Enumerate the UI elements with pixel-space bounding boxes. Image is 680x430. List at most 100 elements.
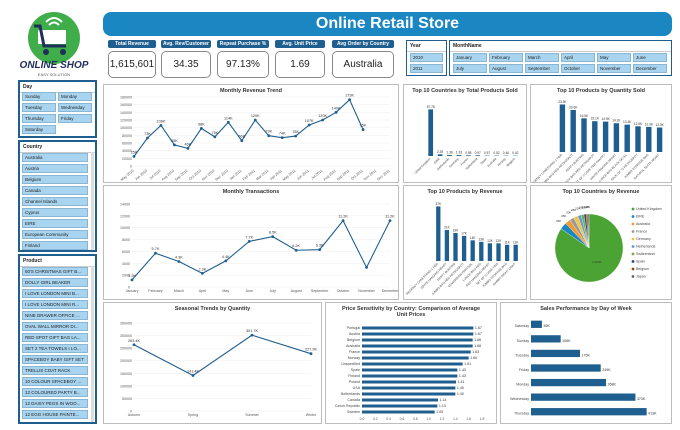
category-label: Spain: [480, 157, 488, 165]
product-item[interactable]: 12 COLOURED PARTY B...: [22, 388, 88, 397]
month-april[interactable]: April: [561, 53, 595, 62]
x-tick-label: Spring: [188, 413, 198, 417]
data-label: 76K: [211, 131, 218, 135]
x-tick-label: Dec 2010: [215, 169, 229, 182]
country-item[interactable]: Canada: [22, 186, 88, 195]
kpi-value: 1.69: [275, 51, 325, 78]
legend-label: Switzerland: [636, 252, 655, 256]
product-item[interactable]: 10 COLOUR SPACEBOY ...: [22, 377, 88, 386]
kpi-avg-unit-price: Avg. Unit Price 1.69: [275, 40, 325, 80]
bar: [570, 109, 576, 152]
x-tick-label: Winter: [306, 413, 317, 417]
product-slicer: Product 50'S CHRISTMAS GIFT B... DOLLY G…: [18, 254, 97, 424]
y-tick-label: 4000: [122, 262, 130, 266]
product-item[interactable]: TRELLIS COAT RACK: [22, 366, 88, 375]
month-may[interactable]: May: [597, 53, 631, 62]
y-tick-label: 40000: [122, 149, 132, 153]
month-january[interactable]: January: [453, 53, 487, 62]
bar: [362, 386, 456, 390]
kpi-value: 97.13%: [217, 51, 269, 78]
x-tick-label: Mar 2011: [255, 169, 269, 182]
month-december[interactable]: December: [633, 64, 667, 73]
data-label: 46K: [185, 142, 192, 146]
bar: [362, 392, 456, 396]
month-march[interactable]: March: [525, 53, 559, 62]
product-item[interactable]: I LOVE LONDON MINI B...: [22, 289, 88, 298]
day-friday[interactable]: Friday: [58, 114, 92, 123]
product-item[interactable]: RED SPOT GIFT BAG LA...: [22, 333, 88, 342]
bar: [362, 350, 471, 354]
year-2010[interactable]: 2010: [410, 53, 443, 62]
product-item[interactable]: NINE DRAWER OFFICE ...: [22, 311, 88, 320]
y-tick-label: 200000: [120, 359, 132, 363]
day-monday[interactable]: Monday: [58, 92, 92, 101]
y-tick-label: 180000: [120, 96, 132, 100]
bar: [635, 126, 641, 152]
day-tuesday[interactable]: Tuesday: [22, 103, 56, 112]
country-item[interactable]: EIRE: [22, 219, 88, 228]
country-item[interactable]: Cyprus: [22, 208, 88, 217]
kpi-value: Australia: [332, 51, 394, 78]
data-point: [388, 219, 392, 222]
month-october[interactable]: October: [561, 64, 595, 73]
data-label: 6.3K: [316, 244, 324, 248]
country-item[interactable]: Finland: [22, 241, 88, 250]
country-scrollbar[interactable]: [91, 152, 94, 250]
month-july[interactable]: July: [453, 64, 487, 73]
product-scrollbar[interactable]: [91, 266, 94, 422]
data-label: 10K: [584, 205, 589, 209]
product-item[interactable]: 12 DAISY PEGS IN WOO...: [22, 399, 88, 408]
product-item[interactable]: SET 2 TEA TOWELS I LO...: [22, 344, 88, 353]
x-tick-label: October: [337, 289, 351, 293]
country-item[interactable]: Australia: [22, 153, 88, 162]
data-label: 106K: [157, 119, 166, 123]
country-item[interactable]: European Community: [22, 230, 88, 239]
data-point: [250, 333, 254, 337]
month-november[interactable]: November: [597, 64, 631, 73]
product-item[interactable]: DOLLY GIRL BEAKER: [22, 278, 88, 287]
legend-label: Spain: [636, 260, 645, 264]
month-september[interactable]: September: [525, 64, 559, 73]
data-label: 25K: [131, 150, 138, 154]
month-august[interactable]: August: [489, 64, 523, 73]
legend-label: France: [636, 230, 647, 234]
bar: [496, 243, 501, 261]
x-tick-label: June: [245, 289, 253, 293]
category-label: Unspecified: [341, 362, 360, 366]
data-point: [280, 136, 284, 140]
country-item[interactable]: Channel Islands: [22, 197, 88, 206]
y-tick-label: 50000: [122, 397, 132, 401]
day-performance-chart: Saturday 39K Sunday 106K Tuesday 175K Friday 24…: [510, 320, 657, 416]
y-tick-label: 350000: [120, 322, 132, 326]
day-thursday[interactable]: Thursday: [22, 114, 56, 123]
country-item[interactable]: Austria: [22, 164, 88, 173]
data-label: 13K: [478, 237, 485, 241]
bar: [437, 154, 443, 156]
year-2011[interactable]: 2011: [410, 64, 443, 73]
day-sunday[interactable]: Sunday: [22, 92, 56, 101]
category-label: Sweden: [347, 410, 360, 414]
day-wednesday[interactable]: Wednesday: [58, 103, 92, 112]
data-point: [318, 248, 322, 252]
bar: [504, 244, 510, 261]
data-label: 30K: [566, 211, 571, 215]
product-item[interactable]: OVAL WALL MIRROR DI...: [22, 322, 88, 331]
product-item[interactable]: SPACEBOY BABY GIFT SET: [22, 355, 88, 364]
bar: [362, 374, 458, 378]
data-label: 11.2K: [385, 215, 395, 219]
data-point: [294, 248, 298, 252]
product-item[interactable]: I LOVE LONDON MINI R...: [22, 300, 88, 309]
country-item[interactable]: Belgium: [22, 175, 88, 184]
product-item[interactable]: 12 EGG HOUSE PAINTE...: [22, 410, 88, 419]
data-label: 11.2K: [338, 215, 348, 219]
month-slicer: MonthName January February March April M…: [449, 40, 672, 76]
product-item[interactable]: 50'S CHRISTMAS GIFT B...: [22, 267, 88, 276]
day-saturday[interactable]: Saturday: [22, 125, 56, 134]
category-label: Belgium: [347, 338, 360, 342]
month-february[interactable]: February: [489, 53, 523, 62]
data-label: 1,160K: [592, 260, 602, 264]
month-june[interactable]: June: [633, 53, 667, 62]
data-label: 413K: [648, 412, 657, 416]
